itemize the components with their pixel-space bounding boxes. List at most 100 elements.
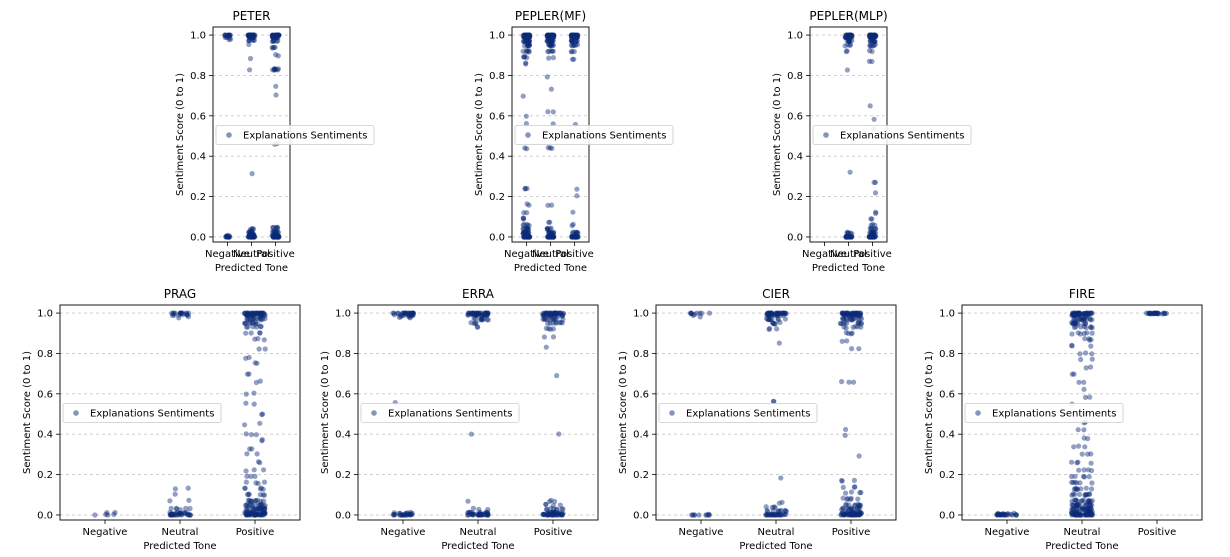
data-point bbox=[870, 234, 876, 240]
data-point bbox=[852, 503, 858, 509]
data-point bbox=[867, 103, 873, 109]
data-point bbox=[526, 32, 532, 38]
data-point bbox=[276, 32, 282, 38]
data-point bbox=[545, 33, 552, 39]
data-point bbox=[846, 512, 852, 518]
data-point bbox=[260, 511, 266, 517]
data-point bbox=[1076, 491, 1083, 497]
data-point bbox=[1073, 506, 1080, 512]
data-point bbox=[560, 506, 566, 512]
data-point bbox=[769, 316, 775, 322]
data-point bbox=[846, 312, 852, 318]
data-point bbox=[262, 509, 268, 515]
data-point bbox=[271, 234, 277, 240]
data-point bbox=[479, 317, 486, 323]
data-point bbox=[690, 512, 696, 518]
data-point bbox=[255, 310, 261, 316]
data-point bbox=[560, 311, 566, 317]
data-point bbox=[871, 32, 877, 38]
data-point bbox=[856, 313, 863, 319]
data-point bbox=[521, 221, 527, 228]
data-point bbox=[244, 473, 250, 479]
data-point bbox=[465, 512, 471, 518]
data-point bbox=[245, 313, 252, 319]
data-point bbox=[778, 475, 784, 481]
data-point bbox=[177, 310, 183, 316]
data-point bbox=[408, 313, 415, 319]
data-point bbox=[522, 38, 529, 44]
data-point bbox=[184, 511, 190, 518]
data-point bbox=[275, 67, 281, 73]
subplot-peter: 0.00.20.40.60.81.0NegativeNeutralPositiv… bbox=[175, 9, 375, 274]
data-point bbox=[247, 67, 253, 73]
data-point bbox=[573, 32, 579, 39]
data-point bbox=[1084, 310, 1090, 316]
data-point bbox=[169, 312, 176, 318]
data-point bbox=[524, 32, 531, 38]
data-point bbox=[845, 234, 851, 240]
data-point bbox=[470, 310, 476, 316]
data-point bbox=[574, 186, 580, 192]
data-point bbox=[1071, 321, 1077, 327]
data-point bbox=[478, 313, 484, 319]
data-point bbox=[524, 225, 530, 232]
data-point bbox=[574, 34, 580, 40]
data-point bbox=[842, 312, 848, 319]
data-point bbox=[868, 32, 874, 39]
data-point bbox=[1072, 510, 1078, 517]
data-point bbox=[783, 310, 789, 316]
data-point bbox=[402, 310, 408, 316]
data-point bbox=[867, 34, 874, 41]
data-point bbox=[247, 510, 253, 516]
data-point bbox=[553, 320, 559, 326]
data-point bbox=[846, 506, 852, 512]
legend-label: Explanations Sentiments bbox=[243, 131, 367, 142]
data-point bbox=[545, 234, 551, 240]
data-point bbox=[271, 234, 277, 240]
y-tick-label: 0.2 bbox=[489, 192, 505, 203]
data-point bbox=[550, 121, 556, 127]
data-point bbox=[1078, 356, 1084, 363]
data-point bbox=[524, 42, 531, 48]
data-point bbox=[245, 234, 251, 240]
data-point bbox=[840, 484, 846, 490]
data-point bbox=[392, 512, 398, 518]
data-point bbox=[545, 509, 551, 516]
data-point bbox=[866, 233, 873, 239]
data-point bbox=[524, 234, 530, 240]
data-point bbox=[483, 310, 489, 316]
data-point bbox=[551, 234, 557, 240]
data-point bbox=[570, 229, 576, 235]
data-point bbox=[1069, 479, 1075, 485]
data-point bbox=[252, 512, 258, 518]
data-point bbox=[521, 34, 527, 40]
data-point bbox=[775, 508, 781, 514]
data-point bbox=[246, 41, 252, 48]
data-point bbox=[871, 116, 877, 122]
data-point bbox=[254, 505, 260, 512]
data-point bbox=[541, 312, 548, 318]
data-point bbox=[243, 330, 249, 336]
data-point bbox=[523, 34, 529, 40]
x-axis-label: Predicted Tone bbox=[514, 263, 587, 274]
data-point bbox=[479, 512, 485, 518]
data-point bbox=[258, 485, 264, 491]
data-point bbox=[569, 32, 575, 38]
data-point bbox=[244, 491, 251, 498]
data-point bbox=[524, 32, 531, 38]
data-point bbox=[256, 511, 262, 518]
data-point bbox=[571, 234, 577, 240]
data-point bbox=[249, 226, 255, 232]
data-points bbox=[687, 310, 865, 518]
data-point bbox=[557, 310, 563, 316]
data-point bbox=[1154, 311, 1160, 317]
data-point bbox=[521, 32, 528, 38]
data-point bbox=[568, 38, 575, 44]
data-point bbox=[549, 33, 556, 39]
data-point bbox=[276, 234, 282, 240]
data-point bbox=[523, 234, 529, 240]
data-point bbox=[844, 310, 850, 316]
data-point bbox=[521, 234, 527, 240]
data-point bbox=[1085, 506, 1091, 512]
data-point bbox=[545, 313, 552, 319]
